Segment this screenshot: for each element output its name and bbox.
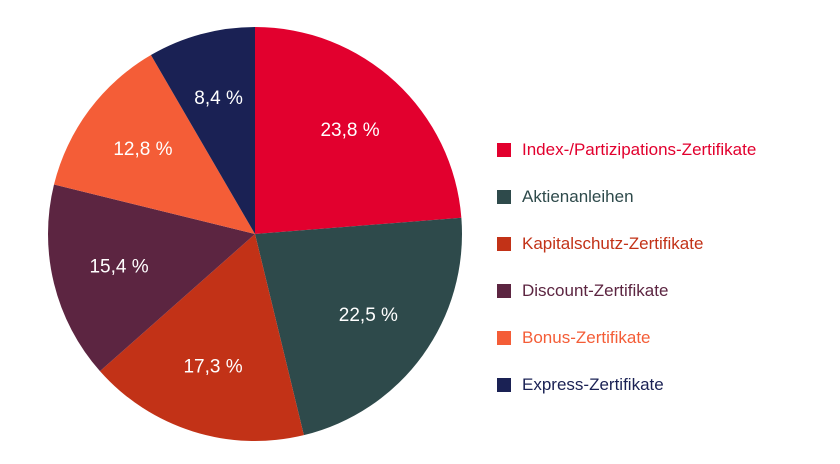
legend-item: Express-Zertifikate bbox=[497, 361, 756, 408]
slice-data-label: 22,5 % bbox=[339, 305, 398, 326]
legend-swatch bbox=[497, 142, 511, 157]
legend: Index-/Partizipations-Zertifikate Aktiena… bbox=[497, 126, 756, 408]
pie-slice bbox=[255, 217, 462, 436]
legend-item: Kapitalschutz-Zertifikate bbox=[497, 220, 756, 267]
legend-item: Discount-Zertifikate bbox=[497, 267, 756, 314]
legend-label: Discount-Zertifikate bbox=[522, 280, 669, 300]
legend-item: Aktienanleihen bbox=[497, 173, 756, 220]
slice-data-label: 17,3 % bbox=[183, 357, 242, 378]
legend-swatch bbox=[497, 283, 511, 298]
legend-label: Bonus-Zertifikate bbox=[522, 327, 651, 347]
legend-label: Index-/Partizipations-Zertifikate bbox=[522, 139, 757, 159]
legend-label: Aktienanleihen bbox=[522, 186, 634, 206]
pie-slice bbox=[54, 55, 256, 234]
slice-data-label: 8,4 % bbox=[194, 88, 243, 109]
legend-item: Index-/Partizipations-Zertifikate bbox=[497, 126, 756, 173]
pie-slice bbox=[255, 27, 462, 234]
slice-data-label: 23,8 % bbox=[320, 120, 379, 141]
legend-swatch bbox=[497, 377, 511, 392]
pie-chart: 23,8 % 22,5 % 17,3 % 15,4 % 12,8 % 8,4 % bbox=[47, 27, 462, 441]
legend-label: Express-Zertifikate bbox=[522, 374, 664, 394]
legend-label: Kapitalschutz-Zertifikate bbox=[522, 233, 704, 253]
slice-data-label: 12,8 % bbox=[113, 139, 172, 160]
legend-swatch bbox=[497, 189, 511, 204]
pie-slice bbox=[150, 27, 255, 234]
slice-data-label: 15,4 % bbox=[89, 256, 148, 277]
legend-swatch bbox=[497, 330, 511, 345]
legend-swatch bbox=[497, 236, 511, 251]
pie-slice bbox=[47, 184, 255, 372]
pie-slice bbox=[99, 234, 304, 441]
legend-item: Bonus-Zertifikate bbox=[497, 314, 756, 361]
